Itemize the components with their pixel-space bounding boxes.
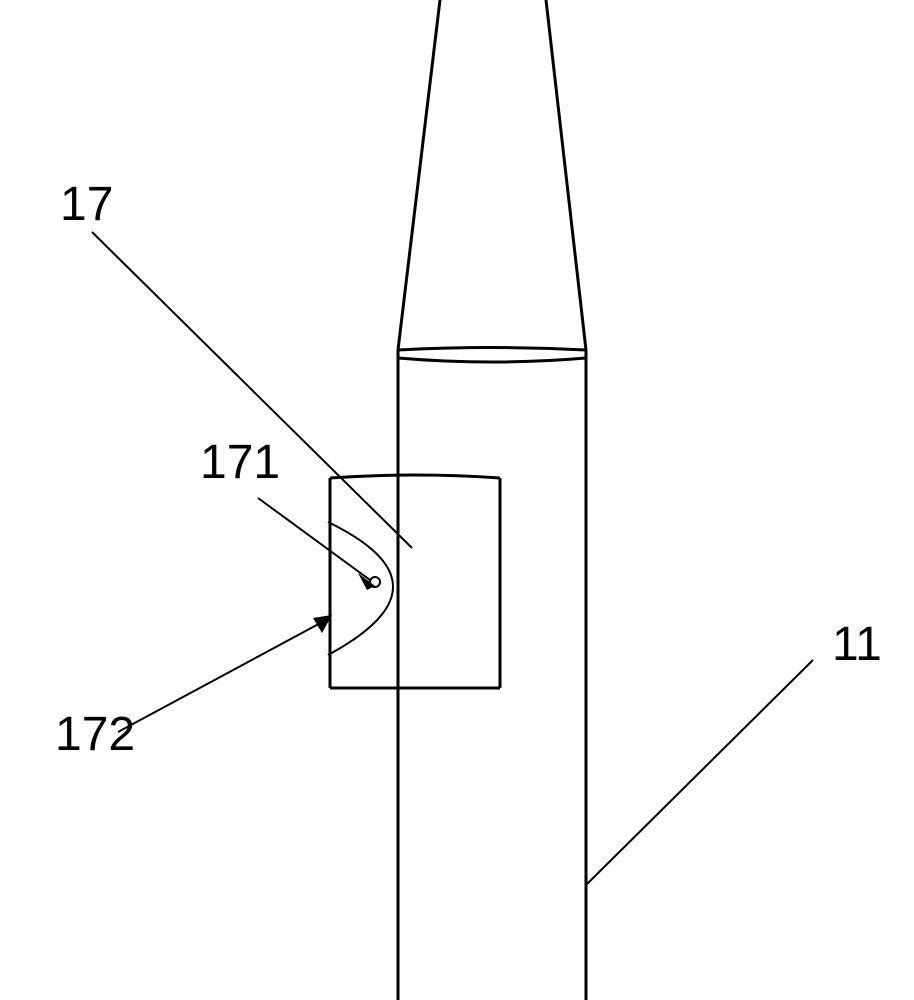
leader-line-172 [118, 620, 326, 732]
leader-line-11 [586, 660, 813, 885]
transition-arc-lower [398, 358, 586, 362]
box-top-arc [330, 475, 500, 478]
label-172: 172 [55, 708, 135, 761]
inner-curve [328, 522, 393, 655]
label-171: 171 [200, 436, 280, 489]
arrowhead-171 [358, 573, 375, 590]
cone-left-line [398, 0, 440, 350]
transition-arc-upper [398, 348, 586, 351]
leader-line-171 [258, 498, 370, 580]
cone-right-line [546, 0, 586, 350]
label-11: 11 [832, 618, 882, 671]
technical-diagram: 17 171 172 11 [0, 0, 914, 1000]
leader-line-17 [92, 232, 412, 548]
label-17: 17 [60, 178, 113, 231]
